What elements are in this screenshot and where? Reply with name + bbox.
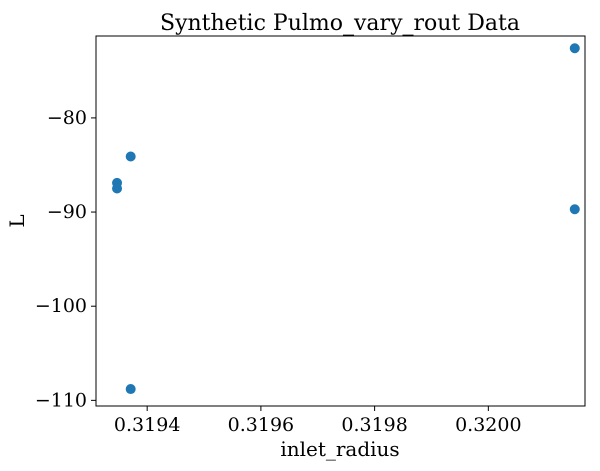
data-point — [569, 43, 580, 54]
y-tick-label: −80 — [47, 107, 87, 129]
data-point — [125, 151, 136, 162]
x-axis-label: inlet_radius — [280, 437, 399, 461]
x-tick-label: 0.3194 — [114, 414, 180, 436]
y-tick-label: −100 — [35, 295, 87, 317]
y-tick-label: −90 — [47, 201, 87, 223]
plot-frame — [95, 35, 586, 407]
y-tick-label: −110 — [35, 389, 87, 411]
data-points — [112, 43, 580, 395]
y-axis-ticks: −80 −90 −100 −110 — [35, 107, 96, 411]
x-tick-label: 0.3196 — [228, 414, 294, 436]
data-point — [125, 384, 136, 395]
chart-title: Synthetic Pulmo_vary_rout Data — [160, 11, 520, 36]
x-axis-ticks: 0.3194 0.3196 0.3198 0.3200 — [114, 406, 522, 436]
x-tick-label: 0.3200 — [455, 414, 521, 436]
data-point — [569, 204, 580, 215]
data-point — [112, 183, 123, 194]
x-tick-label: 0.3198 — [341, 414, 407, 436]
y-axis-label: L — [5, 214, 29, 227]
